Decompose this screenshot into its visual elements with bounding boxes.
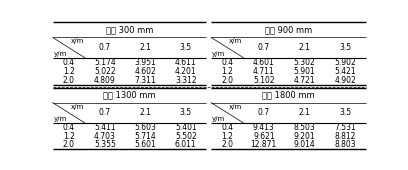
Text: 5.355: 5.355	[94, 140, 116, 149]
Text: 7.531: 7.531	[335, 123, 356, 132]
Text: 2.1: 2.1	[299, 43, 310, 52]
Text: 4.601: 4.601	[253, 58, 275, 67]
Text: 高度 1300 mm: 高度 1300 mm	[103, 91, 155, 100]
Text: x/m: x/m	[71, 104, 84, 110]
Text: 9.201: 9.201	[294, 132, 315, 141]
Text: 5.302: 5.302	[294, 58, 315, 67]
Text: 4.703: 4.703	[94, 132, 116, 141]
Text: 0.7: 0.7	[99, 108, 111, 117]
Text: x/m: x/m	[229, 38, 242, 45]
Text: 5.174: 5.174	[94, 58, 116, 67]
Text: 12.871: 12.871	[251, 140, 277, 149]
Text: 4.721: 4.721	[294, 76, 315, 85]
Text: 5.022: 5.022	[94, 67, 116, 76]
Text: 2.1: 2.1	[140, 43, 151, 52]
Text: y/m: y/m	[53, 51, 67, 57]
Text: 4.809: 4.809	[94, 76, 116, 85]
Text: 1.2: 1.2	[63, 67, 75, 76]
Text: 1.2: 1.2	[221, 132, 233, 141]
Text: 5.902: 5.902	[335, 58, 356, 67]
Text: 3.5: 3.5	[180, 43, 192, 52]
Text: x/m: x/m	[71, 38, 84, 45]
Text: 0.4: 0.4	[62, 58, 75, 67]
Text: 4.711: 4.711	[253, 67, 275, 76]
Text: 7.311: 7.311	[135, 76, 156, 85]
Text: 2.0: 2.0	[221, 140, 233, 149]
Text: 0.4: 0.4	[221, 58, 233, 67]
Text: 4.902: 4.902	[335, 76, 356, 85]
Text: 5.502: 5.502	[175, 132, 197, 141]
Text: 9.014: 9.014	[294, 140, 315, 149]
Text: 高度 900 mm: 高度 900 mm	[265, 25, 312, 34]
Text: y/m: y/m	[53, 116, 67, 122]
Text: 2.0: 2.0	[63, 76, 75, 85]
Text: 2.0: 2.0	[63, 140, 75, 149]
Text: 3.5: 3.5	[339, 43, 351, 52]
Text: 4.611: 4.611	[175, 58, 197, 67]
Text: 9.621: 9.621	[253, 132, 275, 141]
Text: 0.4: 0.4	[62, 123, 75, 132]
Text: 2.1: 2.1	[299, 108, 310, 117]
Text: 5.411: 5.411	[94, 123, 116, 132]
Text: 0.7: 0.7	[99, 43, 111, 52]
Text: x/m: x/m	[229, 104, 242, 110]
Text: y/m: y/m	[212, 116, 225, 122]
Text: 9.413: 9.413	[253, 123, 275, 132]
Text: 2.1: 2.1	[140, 108, 151, 117]
Text: 5.102: 5.102	[253, 76, 275, 85]
Text: 2.0: 2.0	[221, 76, 233, 85]
Text: 5.714: 5.714	[135, 132, 156, 141]
Text: 3.5: 3.5	[180, 108, 192, 117]
Text: 0.4: 0.4	[221, 123, 233, 132]
Text: 1.2: 1.2	[221, 67, 233, 76]
Text: 6.011: 6.011	[175, 140, 197, 149]
Text: 5.601: 5.601	[135, 140, 156, 149]
Text: y/m: y/m	[212, 51, 225, 57]
Text: 3.5: 3.5	[339, 108, 351, 117]
Text: 3.951: 3.951	[135, 58, 156, 67]
Text: 0.7: 0.7	[258, 43, 270, 52]
Text: 1.2: 1.2	[63, 132, 75, 141]
Text: 5.401: 5.401	[175, 123, 197, 132]
Text: 高度 300 mm: 高度 300 mm	[106, 25, 153, 34]
Text: 8.812: 8.812	[335, 132, 356, 141]
Text: 8.503: 8.503	[294, 123, 315, 132]
Text: 5.901: 5.901	[294, 67, 315, 76]
Text: 5.603: 5.603	[134, 123, 156, 132]
Text: 4.201: 4.201	[175, 67, 197, 76]
Text: 5.421: 5.421	[335, 67, 356, 76]
Text: 3.312: 3.312	[175, 76, 197, 85]
Text: 4.602: 4.602	[135, 67, 156, 76]
Text: 0.7: 0.7	[258, 108, 270, 117]
Text: 高度 1800 mm: 高度 1800 mm	[262, 91, 315, 100]
Text: 8.803: 8.803	[335, 140, 356, 149]
